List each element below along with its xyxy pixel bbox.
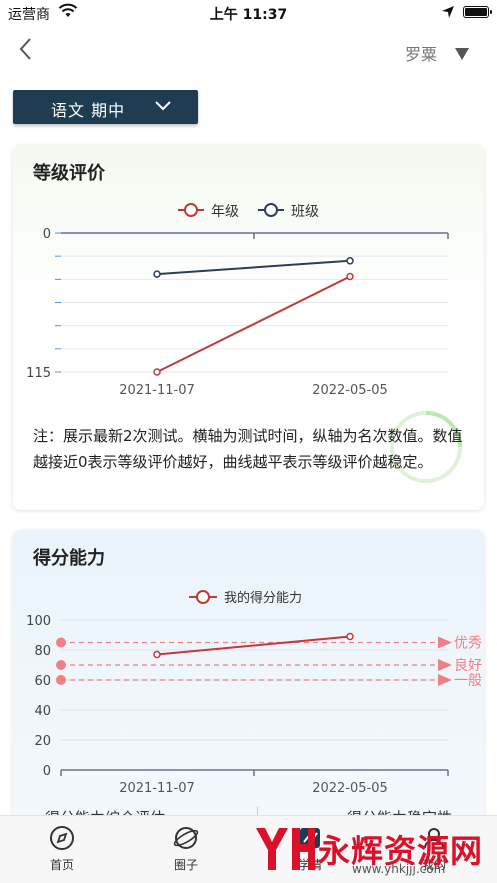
tab-circle-label: 圈子	[173, 858, 198, 872]
subject-exam-selector[interactable]: 语文 期中	[13, 90, 198, 124]
y-tick-label: 0	[43, 764, 51, 779]
clock: 上午 11:37	[209, 7, 288, 23]
tab-home-label: 首页	[49, 858, 74, 872]
user-name-selector[interactable]: 罗粟	[404, 45, 437, 64]
loading-ring-icon	[390, 411, 462, 483]
location-arrow-icon	[441, 5, 455, 23]
score-chart: 我的得分能力 0 20 40 60 80 100 2021-11-07 2022-05-05 优秀…	[26, 590, 482, 796]
data-point	[346, 272, 354, 281]
status-bar: 运营商 上午 11:37	[0, 0, 497, 26]
legend-label: 班级	[291, 204, 319, 220]
battery-icon	[463, 6, 492, 18]
tab-circle[interactable]: 圈子	[146, 824, 226, 873]
series-line	[156, 275, 351, 373]
y-tick-label: 115	[26, 366, 51, 381]
x-tick-label: 2021-11-07	[119, 781, 195, 796]
back-button[interactable]	[14, 36, 38, 62]
series-line	[156, 635, 351, 656]
watermark: 永辉资源网 www.yhkjjj.com	[252, 820, 492, 880]
tab-home[interactable]: 首页	[22, 824, 102, 873]
x-tick-label: 2022-05-05	[312, 781, 388, 796]
x-tick-label: 2022-05-05	[312, 383, 388, 398]
grade-evaluation-card: 等级评价 年级 班级 0 115 2021-11-07 2022-05-05 注：展示最新…	[13, 145, 484, 510]
subject-exam-label: 语文 期中	[51, 101, 126, 120]
y-tick-label: 0	[43, 227, 51, 242]
dropdown-triangle-icon[interactable]	[455, 45, 469, 60]
y-tick-label: 80	[34, 644, 51, 659]
legend-marker	[264, 203, 278, 217]
grade-card-title: 等级评价	[33, 163, 105, 184]
legend-marker	[184, 203, 198, 217]
grade-chart-note: 注：展示最新2次测试。横轴为测试时间，纵轴为名次数值。数值越接近0表示等级评价越…	[33, 427, 463, 471]
tab-mine-label: 我的	[421, 858, 446, 872]
series-line	[156, 259, 351, 276]
carrier-name: 运营商	[8, 7, 50, 23]
data-point	[153, 270, 161, 278]
reference-label: 优秀	[454, 636, 482, 652]
compass-icon	[50, 826, 74, 850]
y-tick-label: 40	[34, 704, 51, 719]
y-tick-label: 60	[34, 674, 51, 689]
data-point	[153, 368, 161, 376]
score-card-title: 得分能力	[33, 548, 105, 569]
reference-arrow	[438, 659, 452, 671]
data-point	[346, 257, 354, 265]
y-tick-label: 20	[34, 734, 51, 749]
chevron-left-icon	[19, 38, 31, 60]
x-tick-label: 2021-11-07	[119, 383, 195, 398]
reference-label: 良好	[454, 658, 482, 674]
reference-arrow	[438, 674, 452, 686]
data-point	[346, 632, 354, 641]
watermark-text: 永辉资源网	[318, 832, 484, 870]
y-tick-label: 100	[26, 614, 51, 629]
grade-chart: 年级 班级 0 115 2021-11-07 2022-05-05	[26, 203, 449, 398]
legend-label: 我的得分能力	[224, 590, 302, 606]
legend-label: 年级	[211, 204, 239, 220]
tab-bar: 首页 圈子 学情 我的	[0, 815, 497, 883]
wifi-icon	[58, 3, 78, 23]
reference-label: 一般	[454, 673, 482, 689]
legend-marker	[196, 590, 210, 604]
user-icon	[424, 828, 444, 849]
watermark-logo-icon	[256, 828, 315, 870]
data-point	[153, 650, 161, 659]
planet-icon	[173, 827, 199, 849]
watermark-url: www.yhkjjj.com	[352, 862, 446, 876]
chevron-down-icon	[155, 101, 171, 111]
score-ability-card: 得分能力 我的得分能力 0 20 40 60 80 100 2021-11-07 2022-05…	[13, 530, 484, 830]
tab-mine[interactable]: 我的	[394, 824, 474, 873]
nav-bar: 罗粟	[0, 26, 497, 74]
reference-arrow	[438, 636, 452, 649]
